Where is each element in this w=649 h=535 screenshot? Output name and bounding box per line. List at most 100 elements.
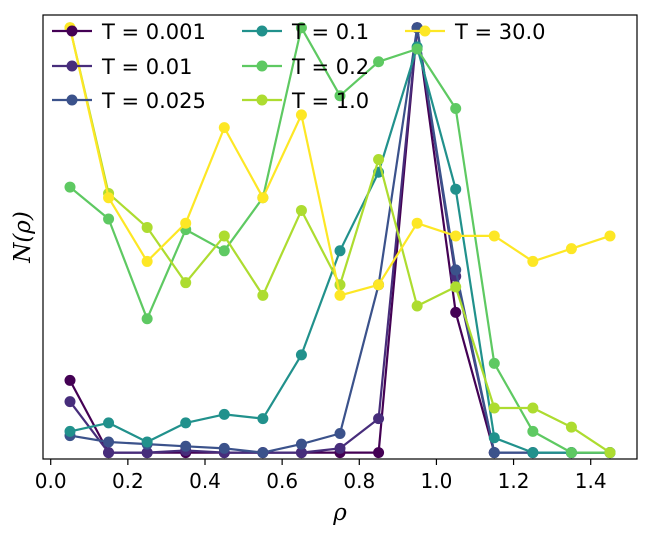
legend-item: T = 0.1: [242, 20, 369, 44]
data-point: [450, 102, 462, 114]
data-point: [257, 289, 269, 301]
data-point: [527, 402, 539, 414]
data-point: [373, 447, 385, 459]
y-axis-label: N(ρ): [10, 211, 36, 264]
data-point: [527, 255, 539, 267]
legend: T = 0.001 T = 0.01 T = 0.025 T = 0.1 T = 0.2…: [52, 20, 546, 113]
data-point: [180, 277, 192, 289]
data-point: [488, 447, 500, 459]
legend-item: T = 1.0: [242, 89, 369, 113]
data-point: [373, 413, 385, 425]
x-tick-label: 1.2: [498, 469, 530, 493]
data-point: [141, 436, 153, 448]
x-tick-label: 0.2: [112, 469, 144, 493]
data-point: [103, 213, 115, 225]
data-point: [488, 357, 500, 369]
legend-marker: [256, 60, 268, 72]
legend-item: T = 30.0: [405, 20, 546, 44]
data-point: [218, 408, 230, 420]
plot-frame: [42, 14, 638, 460]
data-point: [604, 230, 616, 242]
data-point: [450, 230, 462, 242]
data-point: [257, 192, 269, 204]
series: [64, 22, 616, 459]
data-point: [334, 289, 346, 301]
data-point: [64, 374, 76, 386]
legend-item: T = 0.2: [242, 55, 369, 79]
data-point: [64, 181, 76, 193]
data-point: [295, 447, 307, 459]
x-axis: 0.0 0.2 0.4 0.6 0.8 1.0 1.2 1.4: [35, 459, 607, 493]
data-point: [218, 230, 230, 242]
legend-item: T = 0.025: [52, 89, 206, 113]
data-point: [64, 396, 76, 408]
data-point: [450, 281, 462, 293]
data-point: [373, 279, 385, 291]
data-point: [450, 264, 462, 276]
series: [64, 22, 616, 301]
data-point: [565, 243, 577, 255]
data-point: [180, 440, 192, 452]
data-point: [488, 432, 500, 444]
legend-label: T = 0.025: [101, 89, 206, 113]
data-point: [373, 56, 385, 68]
x-tick-label: 0.6: [266, 469, 298, 493]
legend-label: T = 1.0: [291, 89, 369, 113]
data-point: [411, 43, 423, 55]
data-point: [295, 109, 307, 121]
data-point: [450, 183, 462, 195]
data-point: [373, 153, 385, 165]
data-point: [334, 428, 346, 440]
legend-label: T = 0.001: [101, 20, 206, 44]
data-point: [565, 421, 577, 433]
data-point: [334, 442, 346, 454]
series-layer: [64, 22, 616, 459]
data-point: [141, 221, 153, 233]
data-point: [103, 417, 115, 429]
data-point: [103, 436, 115, 448]
x-tick-label: 0.0: [35, 469, 67, 493]
data-point: [180, 417, 192, 429]
x-axis-label: ρ: [332, 500, 347, 526]
data-point: [218, 245, 230, 257]
data-point: [295, 204, 307, 216]
x-tick-label: 0.8: [343, 469, 375, 493]
data-point: [411, 300, 423, 312]
data-point: [295, 349, 307, 361]
legend-item: T = 0.01: [52, 55, 193, 79]
data-point: [257, 447, 269, 459]
data-point: [141, 447, 153, 459]
data-point: [604, 447, 616, 459]
legend-item: T = 0.001: [52, 20, 206, 44]
data-point: [488, 402, 500, 414]
data-point: [411, 217, 423, 229]
data-point: [64, 425, 76, 437]
data-point: [103, 192, 115, 204]
plot-background: [43, 15, 637, 459]
data-point: [527, 425, 539, 437]
legend-marker: [256, 94, 268, 106]
data-point: [295, 22, 307, 34]
legend-label: T = 0.01: [101, 55, 193, 79]
data-point: [141, 255, 153, 267]
x-tick-label: 1.0: [421, 469, 453, 493]
x-tick-label: 0.4: [189, 469, 221, 493]
data-point: [334, 245, 346, 257]
data-point: [257, 413, 269, 425]
legend-label: T = 0.1: [291, 20, 369, 44]
data-point: [565, 447, 577, 459]
data-point: [450, 306, 462, 318]
data-point: [334, 90, 346, 102]
data-point: [295, 438, 307, 450]
data-point: [103, 447, 115, 459]
legend-marker: [66, 25, 78, 37]
data-point: [488, 230, 500, 242]
x-tick-label: 1.4: [575, 469, 607, 493]
data-point: [218, 442, 230, 454]
data-point: [180, 217, 192, 229]
legend-marker: [419, 25, 431, 37]
data-point: [141, 313, 153, 325]
legend-label: T = 30.0: [454, 20, 546, 44]
data-point: [527, 447, 539, 459]
